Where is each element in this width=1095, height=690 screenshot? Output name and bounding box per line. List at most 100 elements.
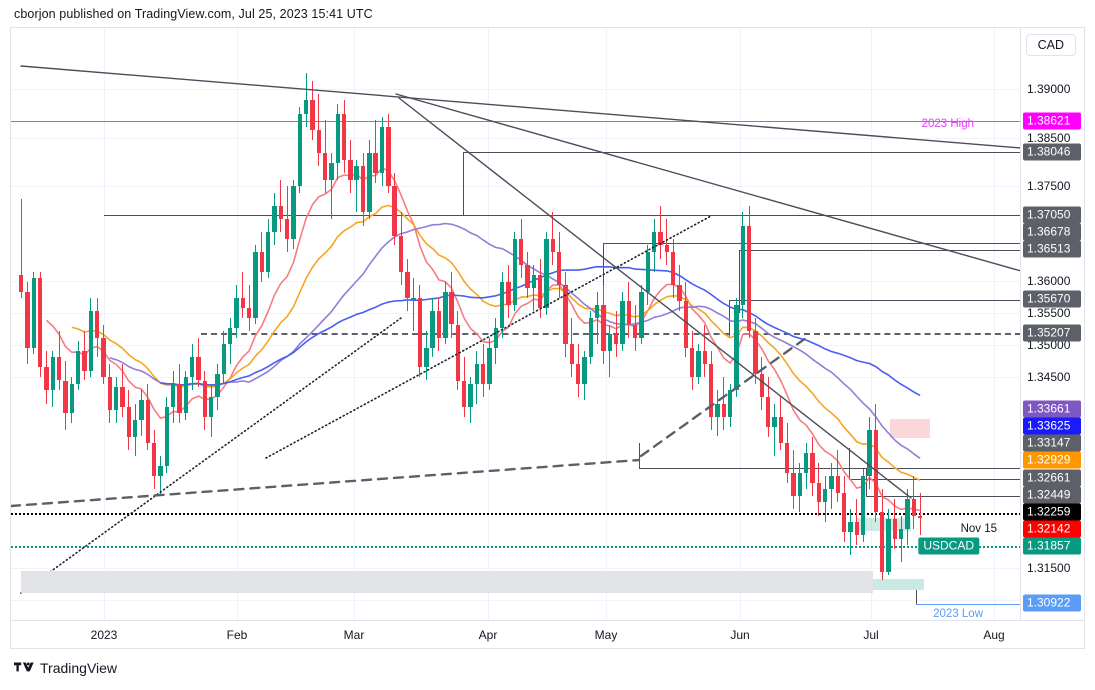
candle-body[interactable] [31, 278, 37, 348]
candle-body[interactable] [614, 334, 619, 345]
candle-body[interactable] [177, 383, 182, 414]
candle-body[interactable] [702, 350, 708, 365]
candle-body[interactable] [259, 252, 264, 272]
candle-body[interactable] [519, 238, 524, 266]
candle-body[interactable] [652, 232, 657, 253]
candle-body[interactable] [411, 298, 416, 300]
candle-body[interactable] [582, 357, 587, 384]
candle-body[interactable] [379, 126, 385, 173]
candle-body[interactable] [557, 252, 562, 285]
candle-body[interactable] [803, 452, 809, 473]
candle-body[interactable] [911, 499, 916, 516]
candle-body[interactable] [253, 252, 258, 318]
candle-body[interactable] [322, 153, 328, 180]
candle-body[interactable] [303, 100, 309, 114]
candle-body[interactable] [297, 113, 302, 187]
candle-body[interactable] [354, 166, 359, 180]
candle-body[interactable] [759, 373, 764, 397]
candle-body[interactable] [227, 327, 233, 345]
symbol-badge-usdcad[interactable]: USDCAD [918, 537, 979, 555]
candle-body[interactable] [601, 304, 606, 351]
candle-body[interactable] [139, 400, 144, 421]
candle-body[interactable] [348, 159, 353, 180]
candle-body[interactable] [56, 357, 62, 381]
candle-body[interactable] [107, 377, 112, 411]
candle-body[interactable] [525, 265, 530, 289]
candle-body[interactable] [588, 317, 594, 358]
candle-body[interactable] [493, 327, 499, 348]
candle-body[interactable] [265, 232, 271, 272]
candle-body[interactable] [82, 350, 87, 371]
price-tag-1-37050[interactable]: 1.37050 [1023, 206, 1081, 224]
candle-body[interactable] [917, 515, 923, 519]
candle-body[interactable] [373, 153, 378, 173]
candle-body[interactable] [50, 357, 56, 391]
candle-body[interactable] [272, 205, 277, 233]
candle-body[interactable] [892, 518, 897, 539]
candle-body[interactable] [658, 232, 663, 246]
candle-body[interactable] [158, 466, 163, 477]
candle-body[interactable] [822, 489, 828, 503]
candle-body[interactable] [816, 482, 821, 503]
candle-body[interactable] [126, 406, 131, 437]
price-tag-1-30922[interactable]: 1.30922 [1023, 594, 1081, 612]
candle-body[interactable] [544, 238, 549, 309]
candle-body[interactable] [120, 387, 125, 407]
candle-body[interactable] [94, 311, 100, 338]
candle-body[interactable] [449, 291, 454, 325]
candle-body[interactable] [683, 301, 689, 348]
candle-body[interactable] [531, 275, 537, 289]
candle-body[interactable] [240, 298, 245, 309]
candle-body[interactable] [234, 298, 239, 328]
candle-body[interactable] [436, 311, 442, 338]
candle-body[interactable] [417, 298, 423, 368]
candle-body[interactable] [696, 350, 701, 378]
candle-body[interactable] [778, 416, 783, 444]
candle-body[interactable] [196, 357, 201, 381]
candle-body[interactable] [75, 350, 81, 384]
candle-body[interactable] [639, 291, 644, 338]
candle-body[interactable] [113, 387, 119, 411]
candle-body[interactable] [246, 308, 252, 318]
candle-body[interactable] [645, 252, 651, 292]
candle-body[interactable] [740, 225, 745, 305]
candle-body[interactable] [19, 275, 24, 292]
candle-body[interactable] [474, 364, 480, 384]
candle-body[interactable] [538, 275, 543, 309]
candle-body[interactable] [879, 512, 885, 572]
candle-body[interactable] [468, 383, 473, 407]
candle-body[interactable] [854, 522, 859, 536]
candle-body[interactable] [848, 522, 853, 533]
candle-body[interactable] [620, 301, 625, 345]
candle-body[interactable] [810, 452, 815, 483]
price-tag-1-32449[interactable]: 1.32449 [1023, 486, 1081, 504]
candle-body[interactable] [392, 186, 397, 236]
candle-body[interactable] [772, 416, 777, 427]
candle-body[interactable] [360, 166, 366, 213]
candle-body[interactable] [481, 364, 486, 384]
candle-body[interactable] [455, 324, 461, 381]
price-tag-1-32661[interactable]: 1.32661 [1023, 469, 1081, 487]
candle-body[interactable] [829, 476, 834, 490]
candle-body[interactable] [867, 429, 872, 477]
candle-body[interactable] [132, 420, 138, 437]
candle-body[interactable] [791, 472, 796, 496]
candle-body[interactable] [784, 443, 790, 473]
candle-body[interactable] [512, 238, 518, 305]
candle-body[interactable] [487, 347, 492, 384]
price-tag-1-36513[interactable]: 1.36513 [1023, 240, 1081, 258]
candle-body[interactable] [753, 331, 758, 374]
candle-body[interactable] [164, 406, 169, 467]
candle-body[interactable] [841, 492, 847, 533]
candle-body[interactable] [576, 364, 581, 384]
candle-body[interactable] [797, 472, 802, 496]
candle-body[interactable] [25, 291, 30, 348]
price-tag-1-36678[interactable]: 1.36678 [1023, 223, 1081, 241]
candle-body[interactable] [670, 252, 676, 285]
candle-body[interactable] [291, 186, 296, 239]
candle-body[interactable] [284, 219, 290, 239]
candle-body[interactable] [101, 337, 106, 378]
price-tag-1-33625[interactable]: 1.33625 [1023, 417, 1081, 435]
candle-body[interactable] [443, 291, 448, 338]
candle-body[interactable] [664, 245, 670, 252]
